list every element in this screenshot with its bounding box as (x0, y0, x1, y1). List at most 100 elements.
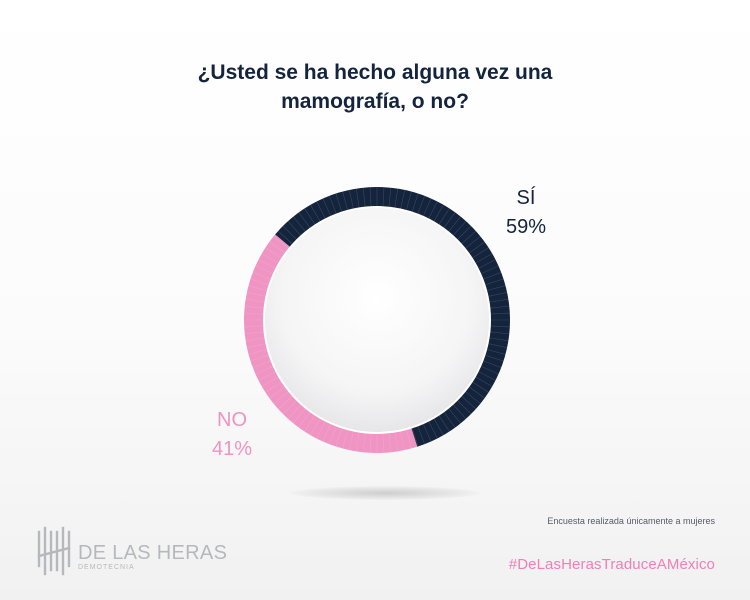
ring-texture-line (250, 278, 272, 286)
ring-texture-line (277, 394, 295, 410)
ring-texture-line (451, 220, 467, 238)
ring-texture-line (273, 389, 291, 404)
ring-texture-line (349, 428, 355, 451)
ring-texture-line (245, 337, 268, 342)
ring-texture-line (273, 236, 291, 251)
ring-texture-line (310, 415, 322, 436)
ring-texture-line (411, 193, 419, 215)
ring-texture-line (472, 253, 493, 265)
slice-category-si: SÍ (516, 187, 536, 209)
ring-texture-line (269, 385, 288, 399)
ring-texture-line (282, 225, 299, 242)
ring-texture-line (459, 394, 477, 410)
ring-texture-line (478, 364, 499, 375)
ring-texture-line (335, 193, 343, 215)
ring-texture-line (244, 312, 267, 315)
ring-texture-line (261, 253, 282, 265)
ring-texture-line (255, 364, 276, 375)
donut-slice-no (244, 234, 418, 453)
ring-texture-line (399, 189, 405, 212)
ring-texture-line (342, 427, 349, 449)
ring-texture-line (304, 208, 317, 228)
ring-texture-line (362, 430, 366, 453)
ring-texture-line (245, 298, 268, 303)
ring-texture-line (394, 188, 399, 211)
ring-texture-line (329, 423, 338, 445)
ring-texture-line (446, 216, 461, 234)
ring-texture-line (298, 409, 312, 428)
ring-texture-line (437, 412, 450, 432)
donut-slice-si (275, 186, 511, 447)
ring-texture-line (486, 337, 509, 342)
ring-texture-line (248, 285, 270, 292)
ring-texture-line (442, 409, 456, 428)
ring-texture-line (310, 204, 322, 225)
ring-texture-line (432, 415, 444, 436)
ring-texture-line (487, 325, 510, 328)
ring-texture-line (487, 331, 510, 335)
ring-texture-line (255, 265, 276, 276)
ring-texture-line (427, 201, 438, 222)
ring-texture-line (287, 220, 303, 238)
brand-logo-icon (37, 526, 71, 576)
ring-texture-line (482, 354, 504, 362)
ring-texture-line (472, 375, 493, 387)
ring-texture-line (463, 236, 481, 251)
ring-texture-line (487, 312, 510, 315)
ring-texture-line (316, 201, 327, 222)
ring-texture-line (269, 241, 288, 255)
ring-texture-line (355, 188, 360, 211)
ring-texture-line (293, 216, 308, 234)
ring-texture-line (244, 331, 267, 335)
ring-texture-line (382, 187, 385, 210)
ring-texture-line (329, 195, 338, 217)
ring-texture-line (463, 389, 481, 404)
ring-texture-line (282, 398, 299, 415)
ring-texture-line (382, 430, 385, 453)
ring-texture-line (416, 195, 425, 217)
ring-texture-line (405, 427, 412, 449)
slice-label-si: SÍ 59% (498, 185, 554, 240)
brand-name: DE LAS HERAS (78, 542, 228, 564)
ring-texture-line (485, 292, 508, 298)
ring-texture-line (388, 187, 392, 210)
ring-texture-line (469, 247, 489, 260)
ring-texture-line (250, 354, 272, 362)
ring-texture-line (349, 189, 355, 212)
ring-texture-line (455, 398, 472, 415)
ring-texture-line (399, 428, 405, 451)
ring-texture-line (411, 425, 419, 447)
ring-texture-line (432, 204, 444, 225)
ring-texture-line (248, 348, 270, 355)
ring-texture-line (388, 430, 392, 453)
ring-texture-line (466, 241, 485, 255)
ring-texture-line (478, 265, 499, 276)
ring-texture-line (265, 247, 285, 260)
ring-texture-line (394, 429, 399, 452)
ring-texture-line (277, 230, 295, 246)
ring-texture-line (427, 418, 438, 439)
ring-texture-line (437, 208, 450, 228)
ring-texture-line (480, 272, 502, 281)
ring-texture-line (265, 380, 285, 393)
donut-hole (263, 206, 491, 434)
ring-texture-line (442, 212, 456, 231)
ring-texture-line (246, 342, 269, 348)
ring-texture-line (335, 425, 343, 447)
ring-texture-line (466, 385, 485, 399)
ring-texture-line (258, 370, 279, 381)
ring-texture-line (244, 305, 267, 309)
hashtag: #DeLasHerasTraduceAMéxico (508, 556, 715, 573)
ring-texture-line (416, 423, 425, 445)
ring-texture-line (342, 191, 349, 213)
ring-texture-line (355, 429, 360, 452)
ring-texture-line (421, 198, 432, 219)
survey-note: Encuesta realizada únicamente a mujeres (547, 516, 715, 526)
ring-texture-line (252, 272, 274, 281)
ring-texture-line (469, 380, 489, 393)
slice-label-no: NO 41% (204, 407, 260, 462)
ring-texture-line (322, 198, 333, 219)
chart-title: ¿Usted se ha hecho alguna vez una mamogr… (197, 61, 553, 113)
ring-texture-line (244, 325, 267, 328)
